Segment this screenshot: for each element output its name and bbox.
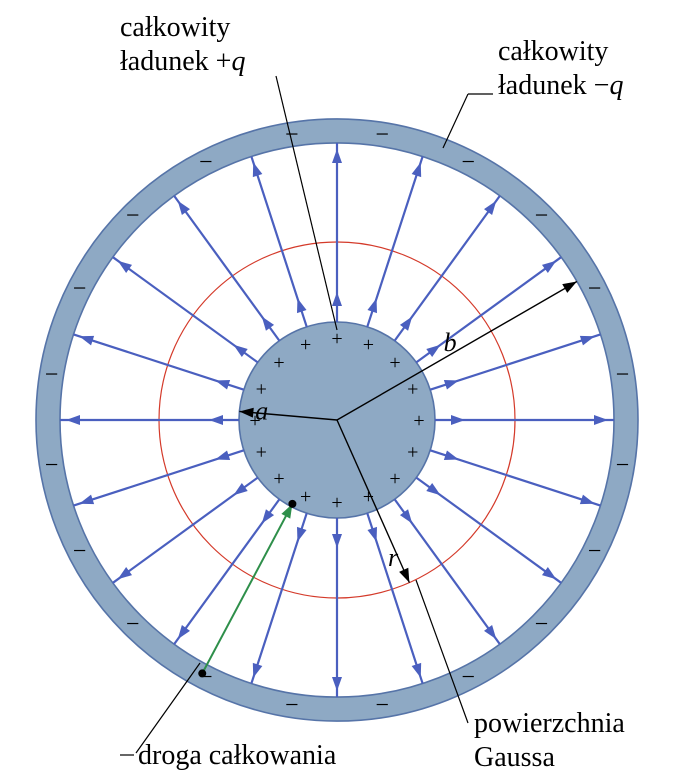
svg-text:ładunek +q: ładunek +q: [120, 46, 245, 77]
svg-text:całkowity: całkowity: [498, 36, 608, 67]
svg-text:a: a: [255, 396, 268, 425]
svg-text:+: +: [363, 334, 374, 356]
svg-text:−: −: [285, 693, 299, 719]
svg-text:−: −: [461, 665, 475, 691]
svg-text:−: −: [73, 538, 87, 564]
svg-text:−: −: [535, 203, 549, 229]
label-integration-path: droga całkowania: [138, 740, 337, 771]
svg-text:ładunek −q: ładunek −q: [498, 70, 623, 101]
leader-line: [276, 76, 337, 330]
svg-text:+: +: [407, 441, 418, 463]
leader-line: [443, 94, 468, 148]
svg-text:−: −: [126, 203, 140, 229]
svg-text:−: −: [45, 452, 59, 478]
svg-text:+: +: [273, 352, 284, 374]
svg-text:+: +: [300, 334, 311, 356]
svg-text:droga całkowania: droga całkowania: [138, 740, 337, 771]
svg-text:+: +: [389, 352, 400, 374]
svg-text:+: +: [389, 468, 400, 490]
svg-text:−: −: [375, 122, 389, 148]
path-endpoint-inner: [288, 500, 296, 508]
svg-text:−: −: [588, 276, 602, 302]
svg-text:−: −: [461, 150, 475, 176]
svg-text:−: −: [126, 612, 140, 638]
svg-text:−: −: [73, 276, 87, 302]
svg-text:−: −: [375, 693, 389, 719]
svg-text:powierzchnia: powierzchnia: [474, 708, 625, 739]
label-charge-plus-q: całkowityładunek +q: [120, 12, 245, 77]
svg-text:−: −: [616, 362, 630, 388]
svg-text:−: −: [199, 150, 213, 176]
svg-text:−: −: [616, 452, 630, 478]
svg-text:Gaussa: Gaussa: [474, 742, 555, 773]
svg-text:+: +: [273, 468, 284, 490]
svg-text:całkowity: całkowity: [120, 12, 230, 43]
path-endpoint-outer: [198, 669, 206, 677]
label-gaussian-surface: powierzchniaGaussa: [474, 708, 625, 773]
svg-text:−: −: [535, 612, 549, 638]
svg-text:+: +: [256, 441, 267, 463]
svg-text:−: −: [45, 362, 59, 388]
svg-text:+: +: [300, 486, 311, 508]
svg-text:+: +: [413, 410, 424, 432]
svg-text:+: +: [331, 328, 342, 350]
svg-text:+: +: [407, 379, 418, 401]
svg-text:−: −: [588, 538, 602, 564]
svg-text:+: +: [331, 492, 342, 514]
label-charge-minus-q: całkowityładunek −q: [498, 36, 623, 101]
